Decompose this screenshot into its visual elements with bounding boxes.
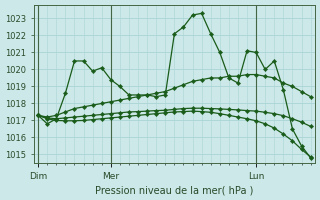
X-axis label: Pression niveau de la mer( hPa ): Pression niveau de la mer( hPa ): [95, 185, 253, 195]
